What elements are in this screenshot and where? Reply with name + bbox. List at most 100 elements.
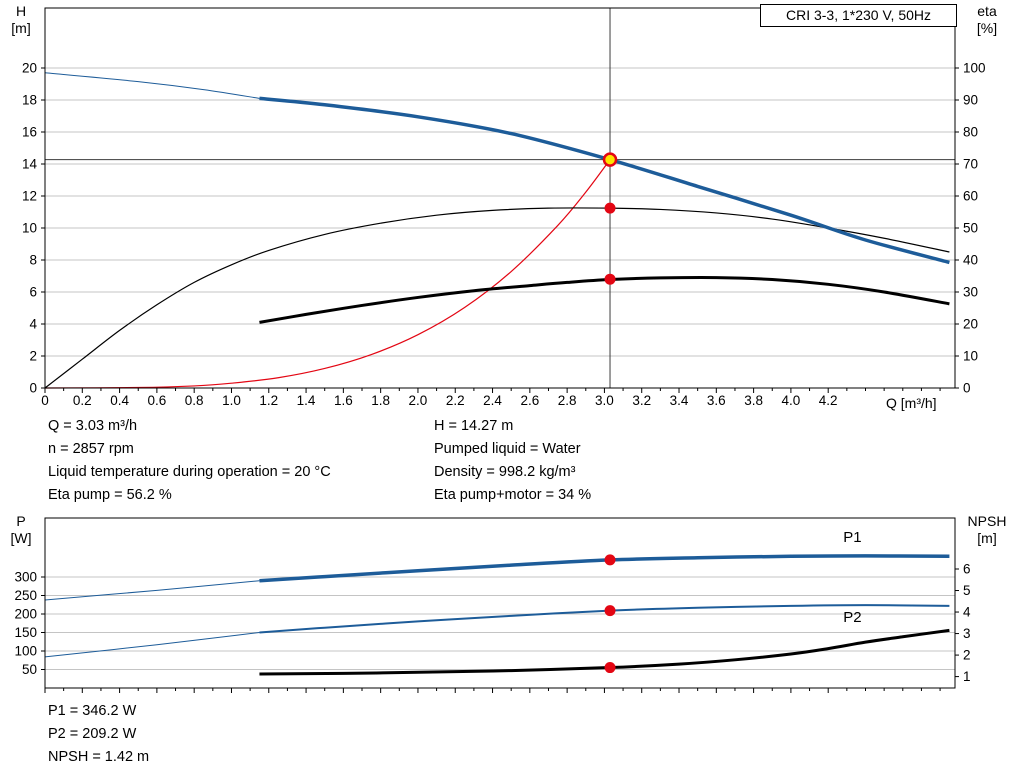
y-right-tick-label: 20 xyxy=(963,317,978,332)
x-tick-label: 0.2 xyxy=(73,393,92,408)
info-line-head: H = 14.27 m xyxy=(434,418,514,434)
info-line-liquid: Pumped liquid = Water xyxy=(434,441,581,457)
y-left-tick-label: 300 xyxy=(14,570,37,585)
x-tick-label: 3.0 xyxy=(595,393,614,408)
eta-pump-curve xyxy=(44,207,950,389)
y-left-tick-label: 50 xyxy=(22,662,37,677)
x-tick-label: 0 xyxy=(41,393,49,408)
y-right-tick-label: 90 xyxy=(963,93,978,108)
npsh-axis-title-symbol: NPSH xyxy=(967,513,1007,529)
npsh-axis-title: NPSH [m] xyxy=(954,513,1020,547)
x-tick-label: 2.8 xyxy=(558,393,577,408)
x-tick-label: 1.8 xyxy=(371,393,390,408)
y-right-tick-label: 0 xyxy=(963,381,971,396)
y-right-tick-label: 4 xyxy=(963,605,971,620)
p1-curve-extension xyxy=(44,580,260,601)
y-right-tick-label: 80 xyxy=(963,125,978,140)
p-axis-title-unit: [W] xyxy=(10,530,32,546)
eta-pump-motor-curve xyxy=(259,275,950,324)
y-right-tick-label: 40 xyxy=(963,253,978,268)
npsh-curve xyxy=(259,628,950,676)
npsh-point xyxy=(604,662,616,674)
y-right-tick-label: 2 xyxy=(963,648,971,663)
y-left-tick-label: 8 xyxy=(29,253,37,268)
power-info: P1 = 346.2 W P2 = 209.2 W NPSH = 1.42 m xyxy=(48,700,149,769)
y-left-tick-label: 18 xyxy=(22,93,37,108)
p-axis-title-symbol: P xyxy=(16,513,26,529)
duty-info-left: Q = 3.03 m³/h n = 2857 rpm Liquid temper… xyxy=(48,415,331,507)
y-right-tick-label: 30 xyxy=(963,285,978,300)
x-tick-label: 0.4 xyxy=(110,393,129,408)
x-tick-label: 3.6 xyxy=(707,393,726,408)
y-left-tick-label: 12 xyxy=(22,189,37,204)
eta-pump-motor-point xyxy=(604,273,616,285)
pump-model-label: CRI 3-3, 1*230 V, 50Hz xyxy=(760,4,957,27)
x-tick-label: 3.4 xyxy=(670,393,689,408)
y-right-tick-label: 6 xyxy=(963,562,971,577)
y-left-tick-label: 20 xyxy=(22,61,37,76)
p2-point xyxy=(604,605,616,617)
h-axis-title: H [m] xyxy=(0,3,42,37)
info-line-flow: Q = 3.03 m³/h xyxy=(48,418,138,434)
x-tick-label: 3.2 xyxy=(632,393,651,408)
head-curve-extension xyxy=(44,72,260,99)
y-right-tick-label: 50 xyxy=(963,221,978,236)
eta-pump-point xyxy=(604,202,616,214)
q-axis-title: Q [m³/h] xyxy=(886,395,937,411)
eta-axis-title-unit: [%] xyxy=(976,20,998,36)
y-left-tick-label: 14 xyxy=(22,157,38,172)
plot-border xyxy=(44,517,956,689)
x-tick-label: 0.6 xyxy=(147,393,166,408)
y-right-tick-label: 70 xyxy=(963,157,978,172)
series-label-P1: P1 xyxy=(843,529,861,546)
y-right-tick-label: 1 xyxy=(963,669,971,684)
y-right-tick-label: 3 xyxy=(963,626,971,641)
duty-point xyxy=(602,152,618,167)
x-tick-label: 1.6 xyxy=(334,393,353,408)
x-tick-label: 3.8 xyxy=(744,393,763,408)
series-label-P2: P2 xyxy=(843,609,861,626)
x-tick-label: 2.4 xyxy=(483,393,502,408)
y-left-tick-label: 2 xyxy=(29,349,37,364)
hq-chart: 0 0.2 0.4 0.6 0.8 1.0 1.2 1.4 1.6 1.8 2.0 2.2 2.4 2.6… xyxy=(22,7,986,408)
x-tick-label: 2.6 xyxy=(520,393,539,408)
x-tick-label: 4.0 xyxy=(782,393,801,408)
y-left-tick-label: 4 xyxy=(29,317,37,332)
head-curve xyxy=(259,96,950,265)
y-right-tick-label: 60 xyxy=(963,189,978,204)
info-line-density: Density = 998.2 kg/m³ xyxy=(434,464,576,480)
npsh-axis-title-unit: [m] xyxy=(977,530,997,546)
info-line-speed: n = 2857 rpm xyxy=(48,441,134,457)
p2-curve-extension xyxy=(44,632,260,658)
y-left-tick-label: 250 xyxy=(14,588,37,603)
plot-border xyxy=(44,7,956,389)
x-tick-label: 0.8 xyxy=(185,393,204,408)
y-left-tick-label: 150 xyxy=(14,625,37,640)
info-line-p2: P2 = 209.2 W xyxy=(48,726,137,742)
x-tick-label: 2.2 xyxy=(446,393,465,408)
system-resulting-curve xyxy=(44,159,611,389)
power-npsh-chart: 50 100 150 200 250 300 1 2 3 4 5 6 P1 P2 xyxy=(14,517,971,693)
info-line-eta-motor: Eta pump+motor = 34 % xyxy=(434,487,592,503)
eta-axis-title-symbol: eta xyxy=(977,3,997,19)
h-axis-title-symbol: H xyxy=(15,3,27,19)
h-axis-title-unit: [m] xyxy=(11,20,31,36)
y-left-tick-label: 100 xyxy=(14,644,37,659)
p-axis-title: P [W] xyxy=(0,513,42,547)
y-right-tick-label: 100 xyxy=(963,61,986,76)
x-tick-label: 1.4 xyxy=(297,393,316,408)
x-tick-label: 1.2 xyxy=(259,393,278,408)
y-right-tick-label: 5 xyxy=(963,583,971,598)
info-line-p1: P1 = 346.2 W xyxy=(48,703,137,719)
y-left-tick-label: 16 xyxy=(22,125,37,140)
info-line-temperature: Liquid temperature during operation = 20… xyxy=(48,464,331,480)
y-left-tick-label: 10 xyxy=(22,221,37,236)
x-tick-label: 2.0 xyxy=(409,393,428,408)
p1-point xyxy=(604,554,616,566)
x-tick-label: 4.2 xyxy=(819,393,838,408)
y-right-tick-label: 10 xyxy=(963,349,978,364)
info-line-npsh: NPSH = 1.42 m xyxy=(48,749,150,765)
y-left-tick-label: 6 xyxy=(29,285,37,300)
